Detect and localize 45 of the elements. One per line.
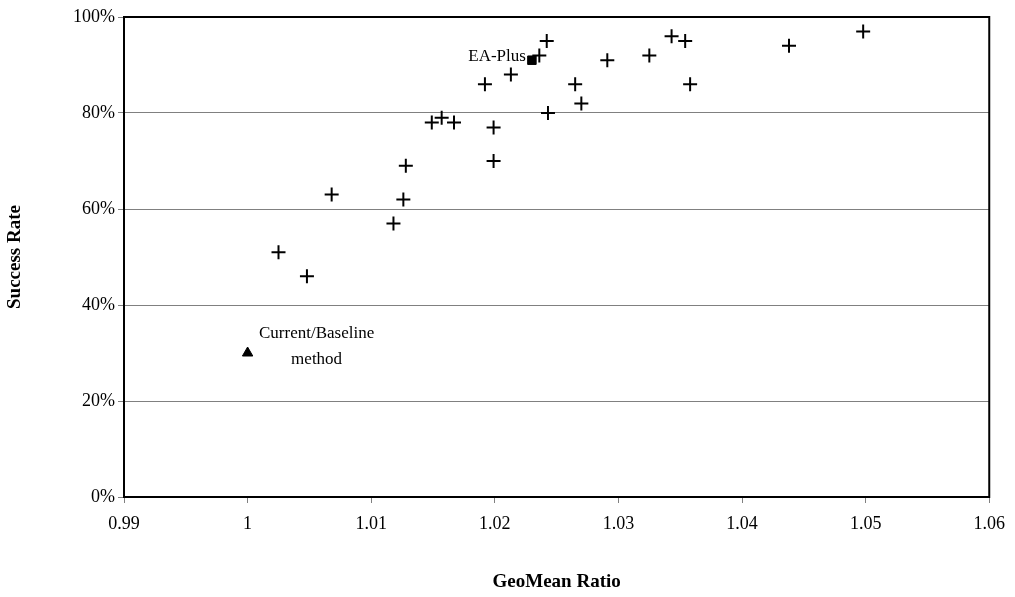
point <box>270 244 287 261</box>
point <box>855 23 872 40</box>
point <box>538 33 555 49</box>
point <box>423 114 440 131</box>
y-tick-label: 40% <box>82 293 115 314</box>
series-label: EA-Plus <box>468 45 526 65</box>
point <box>323 186 340 203</box>
point <box>663 28 680 45</box>
y-tick-label: 60% <box>82 197 115 218</box>
x-tick-label: 1 <box>243 512 253 533</box>
point <box>485 119 502 136</box>
y-tick-label: 0% <box>91 485 115 506</box>
y-tick-label: 80% <box>82 101 115 122</box>
x-tick-label: 0.99 <box>108 512 140 533</box>
x-tick-label: 1.05 <box>849 512 882 533</box>
x-tick-label: 1.04 <box>726 512 758 533</box>
point <box>599 52 616 69</box>
point <box>446 114 463 131</box>
x-axis-title: GeoMean Ratio <box>492 569 621 591</box>
point <box>385 215 402 232</box>
point <box>573 95 590 112</box>
point <box>502 66 519 83</box>
point <box>485 153 502 169</box>
x-tick-label: 1.02 <box>479 512 511 533</box>
point <box>433 109 450 126</box>
y-tick-label: 100% <box>73 5 115 26</box>
y-axis-title: Success Rate <box>3 205 25 309</box>
point <box>531 47 548 64</box>
point <box>298 268 315 285</box>
point <box>677 33 694 49</box>
x-tick-label: 1.01 <box>355 512 387 533</box>
series-label: Current/Baseline method <box>259 323 375 369</box>
point <box>476 76 493 93</box>
x-tick-label: 1.03 <box>602 512 635 533</box>
point <box>241 346 254 357</box>
point <box>641 47 658 64</box>
y-tick-label: 20% <box>82 389 115 410</box>
point <box>781 37 798 54</box>
point <box>527 55 537 65</box>
point <box>397 157 414 174</box>
point <box>682 76 699 93</box>
x-tick-label: 1.06 <box>973 512 1005 533</box>
point <box>539 105 556 121</box>
point <box>395 191 412 208</box>
point <box>567 76 584 93</box>
